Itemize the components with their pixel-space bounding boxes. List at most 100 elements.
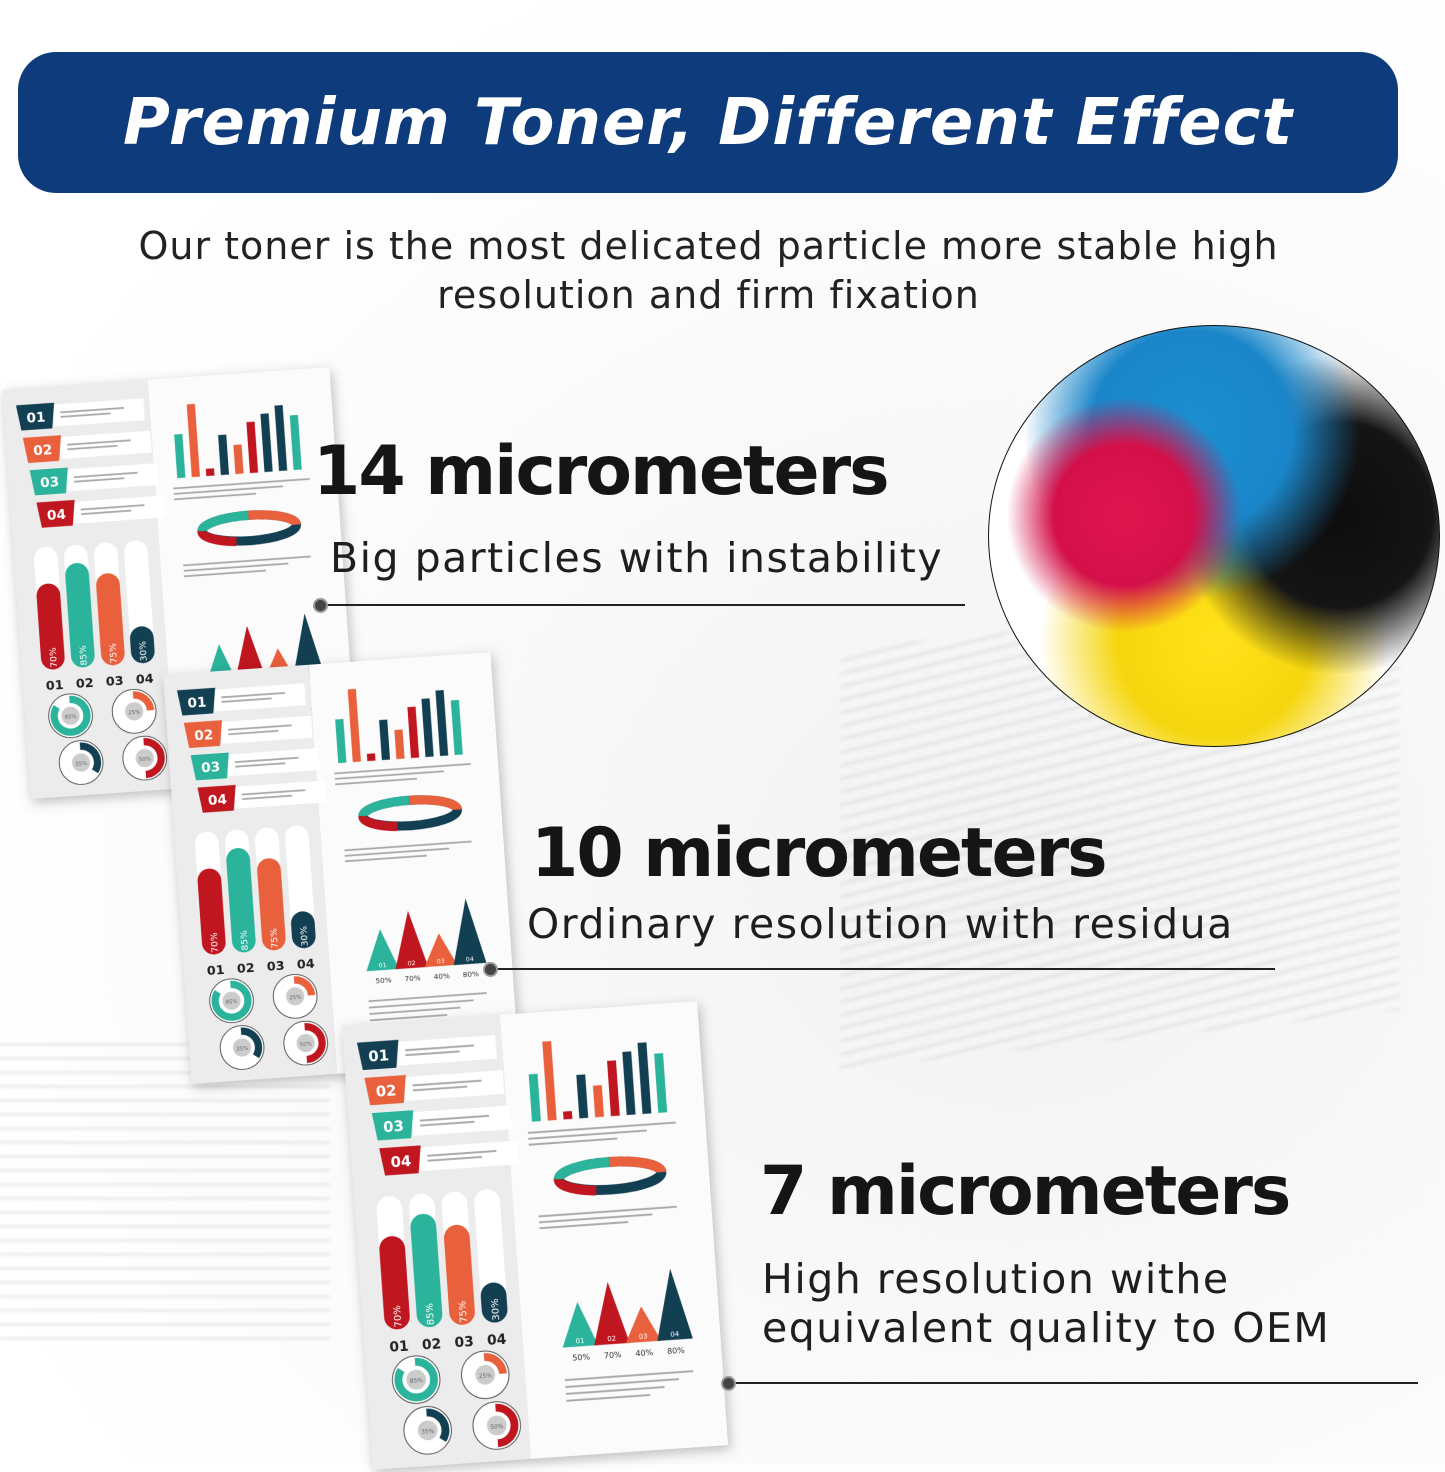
badge-label: 02: [194, 727, 214, 744]
chart-bar: [542, 1041, 557, 1121]
text-placeholder: [241, 789, 306, 796]
chart-bar: [335, 718, 347, 764]
text-placeholder: [228, 724, 292, 731]
bar-fill: [65, 563, 95, 668]
ring-center: [475, 1364, 496, 1385]
bar-fill: [410, 1213, 443, 1328]
triangle-mark: [625, 1306, 662, 1344]
donut-segment: [553, 1156, 610, 1181]
ring-center: [222, 991, 241, 1010]
bar-label: 04: [296, 957, 315, 973]
text-placeholder: [344, 840, 472, 852]
ring-progress: [275, 976, 316, 1017]
chart-bar: [528, 1073, 541, 1122]
badge-label: 03: [40, 474, 60, 491]
bar-label: 03: [105, 674, 124, 690]
text-placeholder: [173, 485, 283, 495]
text-block: [66, 463, 159, 492]
bar-percent: 85%: [425, 1303, 438, 1326]
text-placeholder: [81, 509, 132, 516]
number-badge: [15, 402, 55, 431]
ring-center: [233, 1038, 252, 1057]
text-placeholder: [405, 1050, 460, 1057]
background-newspaper-texture: [0, 1040, 330, 1340]
text-placeholder: [420, 1120, 475, 1127]
chart-bar: [366, 753, 376, 762]
triangle-percent: 40%: [433, 971, 450, 981]
text-block: [213, 683, 306, 712]
text-placeholder: [344, 847, 450, 857]
triangle-mark: [292, 613, 326, 681]
bar-percent: 75%: [270, 927, 281, 948]
donut-segment: [358, 815, 398, 832]
text-placeholder: [412, 1085, 468, 1092]
ring-progress: [405, 1408, 450, 1453]
text-placeholder: [527, 1121, 676, 1134]
ring-center: [72, 753, 91, 772]
ring-center: [486, 1415, 507, 1436]
ring-center: [61, 706, 80, 725]
bar-fill: [257, 858, 286, 951]
text-placeholder: [405, 1044, 475, 1052]
chart-bar: [435, 690, 449, 757]
ring-percent: 85%: [64, 714, 77, 721]
bar-fill: [36, 583, 65, 670]
triangle-percent: 70%: [404, 973, 421, 983]
chart-bar: [289, 414, 302, 471]
bar-fill: [443, 1224, 475, 1325]
ring-percent: 85%: [409, 1377, 423, 1385]
ring-progress: [50, 695, 91, 736]
ring-center: [125, 702, 144, 721]
badge-label: 04: [47, 507, 67, 524]
bar-fill: [130, 626, 155, 664]
bar-percent: 70%: [392, 1305, 405, 1328]
bar-percent: 30%: [139, 640, 150, 661]
callout-dot: [313, 598, 328, 613]
text-placeholder: [60, 406, 124, 414]
triangle-mark: [657, 1268, 693, 1341]
number-badge: [371, 1110, 414, 1141]
bar-label: 03: [266, 959, 285, 975]
text-block: [52, 398, 145, 427]
callout-dot: [483, 962, 498, 977]
badge-label: 01: [368, 1047, 390, 1065]
text-placeholder: [221, 691, 285, 699]
badge-label: 01: [187, 695, 207, 712]
ring-percent: 25%: [128, 710, 141, 717]
triangle-mark: [424, 933, 458, 968]
triangle-label: 03: [639, 1333, 648, 1342]
callout-line: [490, 968, 1275, 970]
ring-percent: 35%: [236, 1046, 249, 1053]
donut-segment: [553, 1178, 597, 1196]
text-placeholder: [183, 562, 289, 572]
text-block: [396, 1035, 497, 1066]
text-placeholder: [234, 756, 299, 764]
ring-percent: 35%: [75, 761, 88, 768]
text-placeholder: [538, 1205, 677, 1218]
chart-bar: [174, 433, 186, 479]
bar-fill: [379, 1236, 410, 1330]
bar-percent: 85%: [79, 645, 90, 666]
text-placeholder: [412, 1079, 482, 1087]
text-block: [403, 1070, 505, 1101]
ring-percent: 35%: [421, 1428, 435, 1436]
text-placeholder: [345, 854, 427, 863]
bar-label: 01: [45, 678, 64, 694]
bar-label: 02: [236, 961, 255, 977]
bar-percent: 85%: [240, 930, 251, 951]
page-right-panel: [308, 652, 519, 1074]
chart-bar: [622, 1051, 636, 1116]
callout-line: [728, 1382, 1418, 1384]
donut-segment: [248, 510, 302, 526]
donut-segment: [608, 1156, 667, 1174]
ring-percent: 85%: [225, 999, 238, 1006]
number-badge: [183, 720, 222, 749]
subtitle-line: Our toner is the most delicated particle…: [138, 224, 1279, 268]
text-placeholder: [235, 762, 286, 768]
chart-bar: [421, 698, 434, 758]
text-placeholder: [528, 1137, 618, 1146]
text-block: [59, 430, 152, 459]
text-placeholder: [228, 729, 279, 736]
ring-progress: [124, 738, 165, 779]
bar-label: 03: [454, 1334, 474, 1351]
